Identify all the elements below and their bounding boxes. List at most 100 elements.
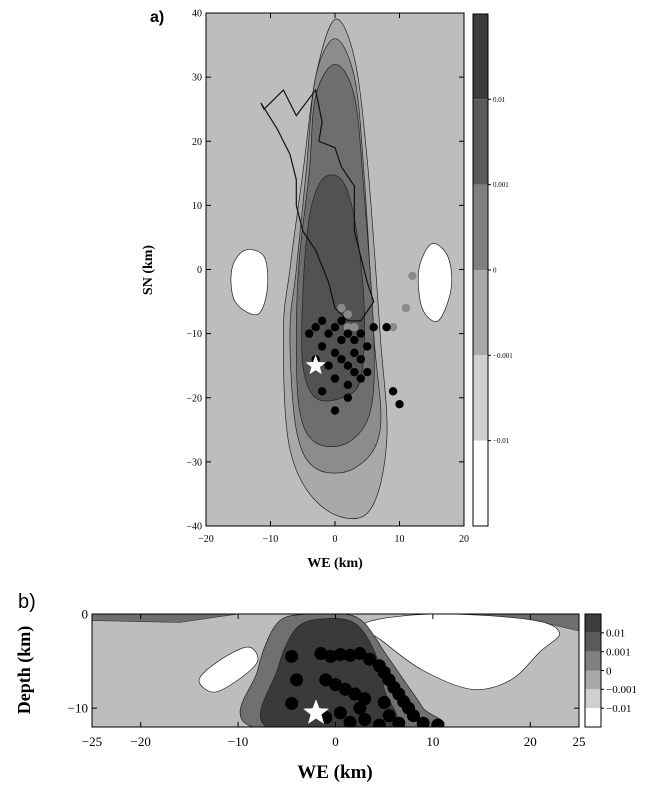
x-tick-label: 0 <box>333 534 338 545</box>
event-black <box>358 712 372 726</box>
event-gray <box>343 323 353 332</box>
event-gray <box>337 303 346 313</box>
y-tick-label: −30 <box>186 457 202 468</box>
x-tick-label: −20 <box>198 534 214 545</box>
event-black <box>356 355 365 364</box>
colorbar-label: −0.01 <box>606 703 631 715</box>
colorbar-label: 0.001 <box>493 181 509 189</box>
event-black <box>285 696 299 710</box>
event-black <box>382 323 391 332</box>
event-black <box>290 673 304 687</box>
y-tick-label: 30 <box>192 73 202 84</box>
axis-a-xlabel: WE (km) <box>307 556 363 571</box>
colorbar-label: 0 <box>606 665 612 677</box>
event-black <box>388 387 398 396</box>
event-black <box>395 399 404 409</box>
colorbar-swatch <box>585 614 601 633</box>
colorbar-swatch <box>585 651 601 671</box>
event-black <box>348 687 362 701</box>
y-tick-label: 20 <box>192 137 202 148</box>
colorbar-swatch <box>585 689 601 709</box>
colorbar-swatch <box>473 270 488 356</box>
panel-a-label: a) <box>150 9 164 26</box>
x-tick-label: −10 <box>263 534 279 545</box>
event-black <box>317 387 327 396</box>
colorbar-swatch <box>473 184 488 270</box>
event-black <box>343 361 353 370</box>
event-black <box>305 329 314 338</box>
axis-a-ylabel: SN (km) <box>141 245 156 296</box>
colorbar-label: −0.001 <box>606 684 637 696</box>
colorbar-label: 0.01 <box>606 628 625 640</box>
mainshock-star <box>303 699 330 724</box>
y-tick-label: 10 <box>192 201 202 212</box>
event-black <box>329 678 342 692</box>
x-tick-label: −20 <box>131 734 151 749</box>
event-black <box>311 323 320 332</box>
panel-b-label: b) <box>18 591 36 613</box>
event-black <box>431 718 445 727</box>
event-black <box>392 716 406 727</box>
x-tick-label: −10 <box>228 734 248 749</box>
event-gray <box>388 323 398 332</box>
event-black <box>369 323 378 332</box>
event-black <box>285 649 299 663</box>
event-black <box>319 673 333 687</box>
colorbar-a: 0.01 0.001 0 −0.001 −0.01 <box>472 13 513 527</box>
chart-a: −20 −10 0 10 20 −40 −30 −20 −10 0 10 20 30 40 <box>186 9 469 546</box>
colorbar-swatch <box>585 670 601 690</box>
event-black <box>350 335 359 345</box>
event-black <box>377 696 391 710</box>
event-black <box>372 718 386 727</box>
colorbar-swatch <box>585 632 601 652</box>
event-black <box>330 406 340 415</box>
event-black <box>343 380 353 390</box>
contour-1 <box>362 614 560 690</box>
contour-0 <box>198 646 259 693</box>
event-gray <box>401 303 411 313</box>
y-tick-label: 0 <box>82 607 89 622</box>
event-gray <box>350 323 359 332</box>
colorbar-label: 0.01 <box>493 96 506 104</box>
event-black <box>317 342 327 351</box>
x-tick-label: 10 <box>395 534 405 545</box>
event-black <box>333 706 347 720</box>
event-black <box>382 709 396 723</box>
colorbar-swatch <box>585 708 601 727</box>
chart-b: −25 −20 −10 0 10 20 25 −10 0 <box>68 607 586 749</box>
event-black <box>337 335 346 345</box>
colorbar-label: 0 <box>493 266 497 274</box>
event-black <box>330 323 340 332</box>
event-black <box>350 348 359 358</box>
event-black <box>324 329 333 338</box>
event-black <box>406 709 420 723</box>
contour-0 <box>230 249 269 316</box>
event-black <box>363 652 377 666</box>
mainshock-star <box>305 354 326 375</box>
event-black <box>343 715 357 727</box>
colorbar-swatch <box>473 99 488 185</box>
colorbar-label: −0.01 <box>493 437 510 445</box>
axis-b-xlabel: WE (km) <box>297 762 372 783</box>
surface-band-left <box>92 614 239 623</box>
event-black <box>330 374 340 383</box>
event-black <box>353 701 367 715</box>
event-gray <box>408 271 417 281</box>
x-tick-label: 10 <box>426 734 439 749</box>
event-black <box>324 649 338 663</box>
y-tick-label: 0 <box>197 265 202 276</box>
event-gray <box>343 310 353 319</box>
y-tick-label: −40 <box>186 522 202 533</box>
aftershock-outline <box>260 88 375 322</box>
event-black <box>356 329 365 338</box>
x-tick-label: 25 <box>573 734 586 749</box>
colorbar-label: −0.001 <box>493 352 513 360</box>
colorbar-label: 0.001 <box>606 647 631 659</box>
event-black <box>363 367 372 377</box>
event-black <box>363 342 372 351</box>
event-black <box>324 361 333 370</box>
y-tick-label: 40 <box>192 9 202 20</box>
event-black <box>343 393 353 402</box>
event-black <box>337 316 346 325</box>
event-black <box>343 648 357 662</box>
